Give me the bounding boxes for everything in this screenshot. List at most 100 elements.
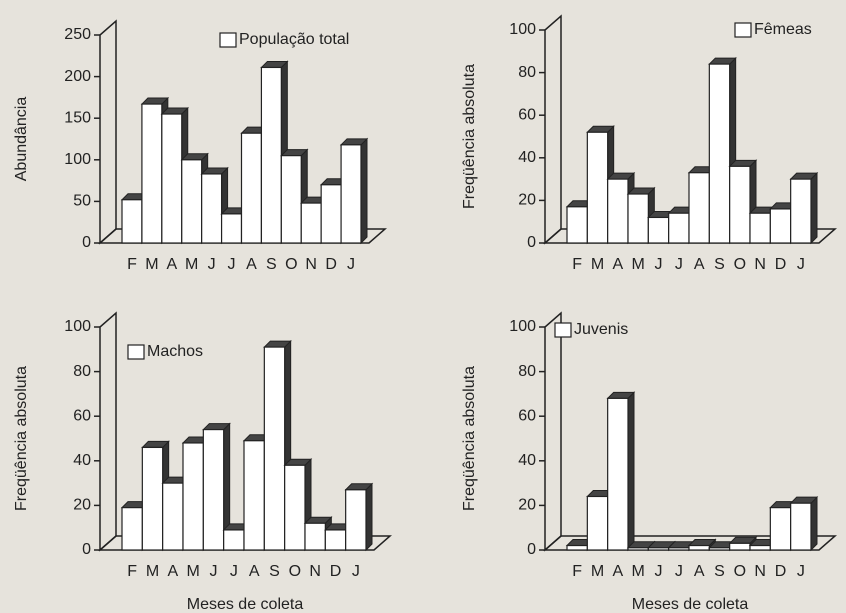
bar — [749, 544, 771, 551]
bar — [304, 522, 326, 551]
x-tick-label: M — [591, 256, 604, 273]
bar — [220, 213, 243, 244]
bar — [790, 502, 812, 551]
legend-label: População total — [239, 31, 349, 48]
x-tick-label: M — [591, 563, 604, 580]
y-tick-label: 20 — [518, 192, 536, 209]
bar — [141, 446, 164, 551]
x-tick-label: M — [632, 563, 645, 580]
x-tick-label: O — [734, 563, 746, 580]
y-tick-label: 40 — [518, 149, 536, 166]
y-axis-label: Freqüência absoluta — [461, 64, 478, 209]
bar — [181, 159, 203, 244]
x-tick-label: D — [330, 563, 342, 580]
bar — [647, 216, 670, 244]
bar — [201, 173, 223, 244]
x-tick-label: A — [612, 256, 623, 273]
bar — [284, 464, 306, 551]
y-tick-label: 200 — [64, 68, 91, 85]
y-tick-label: 0 — [82, 234, 91, 251]
y-tick-label: 20 — [518, 497, 536, 514]
bar — [627, 547, 649, 551]
y-tick-label: 80 — [518, 363, 536, 380]
bar — [161, 113, 183, 244]
bar — [121, 199, 143, 244]
y-tick-label: 50 — [73, 193, 91, 210]
x-tick-label: J — [797, 256, 805, 273]
bar — [223, 529, 245, 551]
axis-wall — [99, 19, 117, 245]
bar — [647, 547, 670, 551]
axis-wall — [544, 14, 562, 245]
x-axis-label: Meses de coleta — [187, 596, 304, 613]
x-tick-label: M — [632, 256, 645, 273]
x-tick-label: F — [127, 256, 137, 273]
x-tick-label: J — [230, 563, 238, 580]
bar — [280, 155, 302, 244]
y-tick-label: 0 — [527, 234, 536, 251]
bar — [121, 507, 143, 551]
y-axis-label: Freqüência absoluta — [13, 366, 30, 511]
x-tick-label: N — [754, 563, 766, 580]
bar-side — [810, 171, 818, 245]
bar — [243, 440, 265, 551]
bar-side — [627, 391, 635, 552]
x-tick-label: S — [714, 256, 725, 273]
legend-label: Juvenis — [574, 321, 628, 338]
y-tick-label: 0 — [527, 541, 536, 558]
bar — [688, 172, 710, 244]
x-tick-label: J — [347, 256, 355, 273]
y-tick-label: 150 — [64, 109, 91, 126]
x-tick-label: F — [572, 256, 582, 273]
x-tick-label: M — [145, 256, 158, 273]
x-tick-label: O — [285, 256, 297, 273]
x-tick-label: N — [309, 563, 321, 580]
bar — [688, 544, 710, 551]
legend-swatch — [734, 22, 752, 38]
axis-wall — [544, 311, 562, 552]
x-tick-label: J — [797, 563, 805, 580]
legend-label: Machos — [147, 343, 203, 360]
y-axis-label: Abundância — [13, 97, 30, 182]
y-tick-label: 60 — [73, 407, 91, 424]
x-tick-label: A — [612, 563, 623, 580]
x-tick-label: J — [210, 563, 218, 580]
bar — [769, 507, 792, 551]
x-axis-label: Meses de coleta — [632, 596, 749, 613]
x-tick-label: A — [694, 563, 705, 580]
y-tick-label: 60 — [518, 407, 536, 424]
x-tick-label: J — [675, 563, 683, 580]
x-tick-label: N — [754, 256, 766, 273]
bar — [729, 542, 751, 551]
bar — [263, 346, 286, 551]
x-tick-label: D — [775, 563, 787, 580]
bar — [668, 547, 690, 551]
bar — [202, 428, 225, 551]
y-tick-label: 0 — [82, 541, 91, 558]
x-tick-label: S — [269, 563, 280, 580]
y-axis-label: Freqüência absoluta — [461, 366, 478, 511]
x-tick-label: A — [694, 256, 705, 273]
bar — [708, 63, 731, 244]
bar — [300, 202, 322, 244]
bar — [320, 184, 342, 244]
y-tick-label: 80 — [73, 363, 91, 380]
x-tick-label: D — [325, 256, 337, 273]
bar — [790, 178, 812, 244]
x-tick-label: A — [166, 256, 177, 273]
bar-side — [360, 137, 368, 245]
bar — [708, 547, 731, 551]
y-tick-label: 100 — [64, 151, 91, 168]
x-tick-label: F — [127, 563, 137, 580]
bar — [729, 165, 751, 244]
x-tick-label: S — [714, 563, 725, 580]
x-tick-label: O — [289, 563, 301, 580]
x-tick-label: J — [228, 256, 236, 273]
bar — [769, 208, 792, 244]
bar — [586, 495, 609, 551]
bar — [260, 66, 282, 244]
x-tick-label: F — [572, 563, 582, 580]
y-tick-label: 80 — [518, 64, 536, 81]
bar — [586, 131, 609, 244]
x-tick-label: D — [775, 256, 787, 273]
